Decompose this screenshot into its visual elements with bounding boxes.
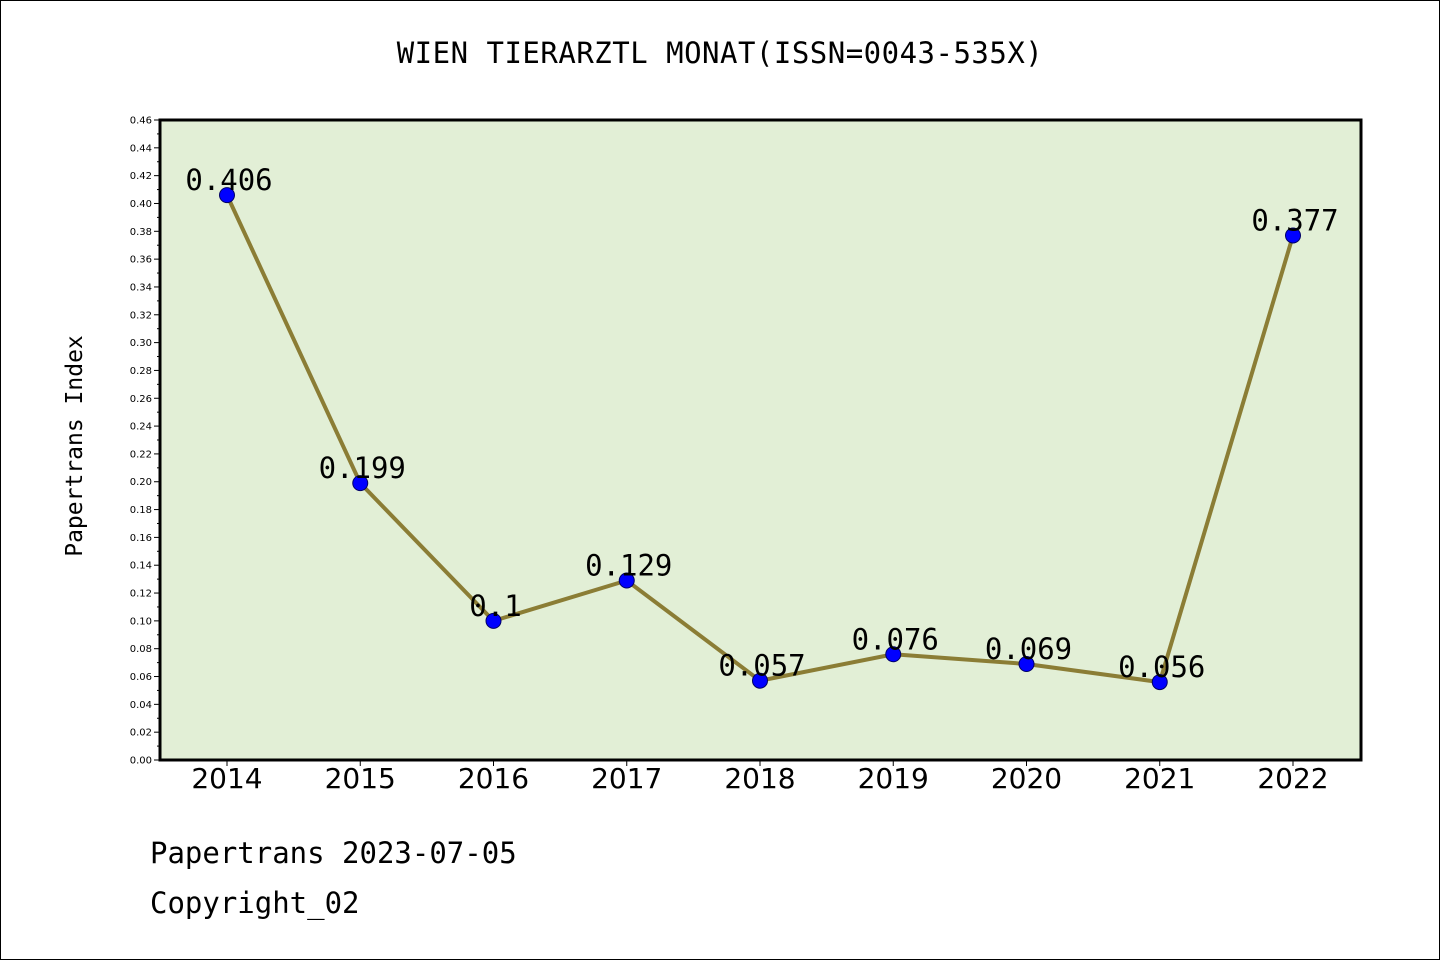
data-label: 0.406 bbox=[185, 163, 272, 197]
y-tick-label: 0.40 bbox=[130, 199, 152, 210]
data-label: 0.129 bbox=[585, 549, 672, 583]
y-tick-label: 0.00 bbox=[130, 756, 152, 767]
y-tick-label: 0.46 bbox=[130, 116, 152, 127]
x-tick-label: 2016 bbox=[458, 762, 529, 795]
data-point bbox=[618, 572, 635, 589]
x-tick-label: 2014 bbox=[191, 762, 262, 795]
data-label: 0.056 bbox=[1118, 650, 1205, 684]
x-tick-label: 2020 bbox=[991, 762, 1062, 795]
data-point bbox=[885, 646, 902, 663]
x-tick-label: 2017 bbox=[591, 762, 662, 795]
plot-area bbox=[160, 120, 1361, 760]
data-label: 0.1 bbox=[469, 589, 521, 623]
y-tick-label: 0.16 bbox=[130, 533, 152, 544]
x-tick-label: 2022 bbox=[1257, 762, 1328, 795]
y-tick-label: 0.22 bbox=[130, 449, 152, 460]
footer-copyright: Copyright_02 bbox=[150, 886, 360, 920]
y-tick-label: 0.08 bbox=[130, 644, 152, 655]
data-point bbox=[1151, 674, 1168, 691]
data-label: 0.377 bbox=[1251, 203, 1338, 237]
data-point bbox=[219, 187, 235, 204]
data-point bbox=[352, 475, 369, 492]
x-tick-label: 2015 bbox=[325, 762, 396, 795]
y-tick-label: 0.20 bbox=[130, 477, 152, 488]
data-point bbox=[752, 672, 768, 689]
chart-title: WIEN TIERARZTL MONAT(ISSN=0043-535X) bbox=[396, 36, 1044, 70]
y-tick-label: 0.06 bbox=[130, 672, 152, 683]
data-label: 0.057 bbox=[718, 649, 805, 683]
y-tick-label: 0.24 bbox=[130, 422, 152, 433]
data-label: 0.076 bbox=[852, 622, 939, 656]
y-tick-label: 0.36 bbox=[130, 255, 152, 266]
x-axis-ticks: 2014 2015 2016 2017 2018 2019 2020 2021 2022 bbox=[191, 760, 1329, 795]
x-tick-label: 2019 bbox=[858, 762, 929, 795]
y-tick-label: 0.04 bbox=[130, 700, 152, 711]
data-points bbox=[219, 187, 1301, 691]
data-point bbox=[1285, 227, 1301, 244]
data-point bbox=[1018, 656, 1035, 672]
y-tick-label: 0.12 bbox=[130, 589, 152, 600]
y-tick-label: 0.02 bbox=[130, 728, 152, 739]
y-tick-label: 0.18 bbox=[130, 505, 152, 516]
data-label: 0.069 bbox=[985, 632, 1072, 666]
y-tick-label: 0.26 bbox=[130, 394, 152, 405]
y-tick-label: 0.38 bbox=[130, 227, 152, 238]
y-tick-label: 0.30 bbox=[130, 338, 152, 349]
data-label: 0.199 bbox=[319, 451, 406, 485]
y-tick-label: 0.10 bbox=[130, 616, 152, 627]
data-point bbox=[485, 612, 502, 629]
data-labels: 0.406 0.199 0.1 0.129 0.057 0.076 0.069 0.056 0.… bbox=[185, 163, 1338, 684]
y-tick-label: 0.44 bbox=[130, 143, 152, 154]
footer-date: Papertrans 2023-07-05 bbox=[150, 836, 517, 870]
plot-border bbox=[158, 118, 1363, 762]
y-tick-label: 0.42 bbox=[130, 171, 152, 182]
y-tick-label: 0.14 bbox=[130, 561, 152, 572]
x-tick-label: 2021 bbox=[1124, 762, 1195, 795]
x-tick-label: 2018 bbox=[724, 762, 795, 795]
y-tick-label: 0.28 bbox=[130, 366, 152, 377]
y-tick-label: 0.34 bbox=[130, 282, 152, 293]
y-tick-label: 0.32 bbox=[130, 310, 152, 321]
y-axis-ticks: 0.00 0.02 0.04 0.06 0.08 0.10 0.12 0.14 0.16 0.18… bbox=[130, 116, 160, 767]
